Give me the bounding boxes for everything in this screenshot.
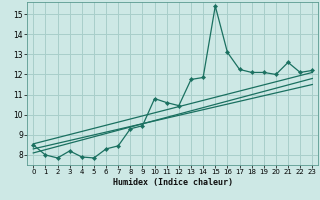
X-axis label: Humidex (Indice chaleur): Humidex (Indice chaleur) — [113, 178, 233, 187]
